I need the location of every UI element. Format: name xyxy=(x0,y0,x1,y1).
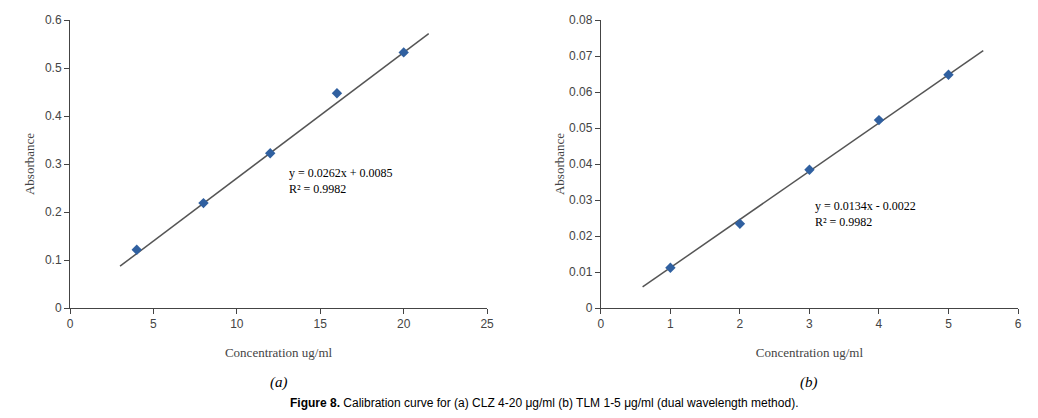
svg-text:y = 0.0134x - 0.0022R² = 0.998: y = 0.0134x - 0.0022R² = 0.9982 xyxy=(815,199,916,229)
svg-text:1: 1 xyxy=(667,317,674,331)
svg-text:0.02: 0.02 xyxy=(569,229,593,243)
svg-text:Absorbance: Absorbance xyxy=(22,133,37,195)
svg-text:2: 2 xyxy=(737,317,744,331)
svg-text:25: 25 xyxy=(480,317,494,331)
svg-text:0.01: 0.01 xyxy=(569,265,593,279)
svg-text:20: 20 xyxy=(397,317,411,331)
svg-text:0.1: 0.1 xyxy=(45,253,62,267)
svg-text:0.3: 0.3 xyxy=(45,157,62,171)
svg-text:Concentration ug/ml: Concentration ug/ml xyxy=(756,345,864,360)
svg-text:0.5: 0.5 xyxy=(45,61,62,75)
svg-text:0.06: 0.06 xyxy=(569,85,593,99)
svg-text:15: 15 xyxy=(314,317,328,331)
svg-text:(a): (a) xyxy=(270,374,288,391)
svg-text:10: 10 xyxy=(230,317,244,331)
svg-text:Concentration ug/ml: Concentration ug/ml xyxy=(225,345,333,360)
svg-text:0.04: 0.04 xyxy=(569,157,593,171)
svg-text:0.05: 0.05 xyxy=(569,121,593,135)
svg-text:0.03: 0.03 xyxy=(569,193,593,207)
svg-text:0.4: 0.4 xyxy=(45,109,62,123)
svg-text:5: 5 xyxy=(150,317,157,331)
svg-text:(b): (b) xyxy=(800,374,818,391)
svg-text:5: 5 xyxy=(945,317,952,331)
svg-text:6: 6 xyxy=(1015,317,1022,331)
svg-text:0.07: 0.07 xyxy=(569,49,593,63)
svg-text:3: 3 xyxy=(806,317,813,331)
svg-text:0: 0 xyxy=(586,301,593,315)
svg-text:0.2: 0.2 xyxy=(45,205,62,219)
svg-text:0: 0 xyxy=(598,317,605,331)
svg-text:4: 4 xyxy=(876,317,883,331)
svg-text:Figure 8. Calibration curve fo: Figure 8. Calibration curve for (a) CLZ … xyxy=(290,396,798,410)
svg-text:0.08: 0.08 xyxy=(569,13,593,27)
svg-text:Absorbance: Absorbance xyxy=(552,133,567,195)
svg-text:0: 0 xyxy=(55,301,62,315)
svg-text:0: 0 xyxy=(67,317,74,331)
svg-text:y = 0.0262x + 0.0085R² = 0.998: y = 0.0262x + 0.0085R² = 0.9982 xyxy=(289,166,393,196)
svg-text:0.6: 0.6 xyxy=(45,13,62,27)
